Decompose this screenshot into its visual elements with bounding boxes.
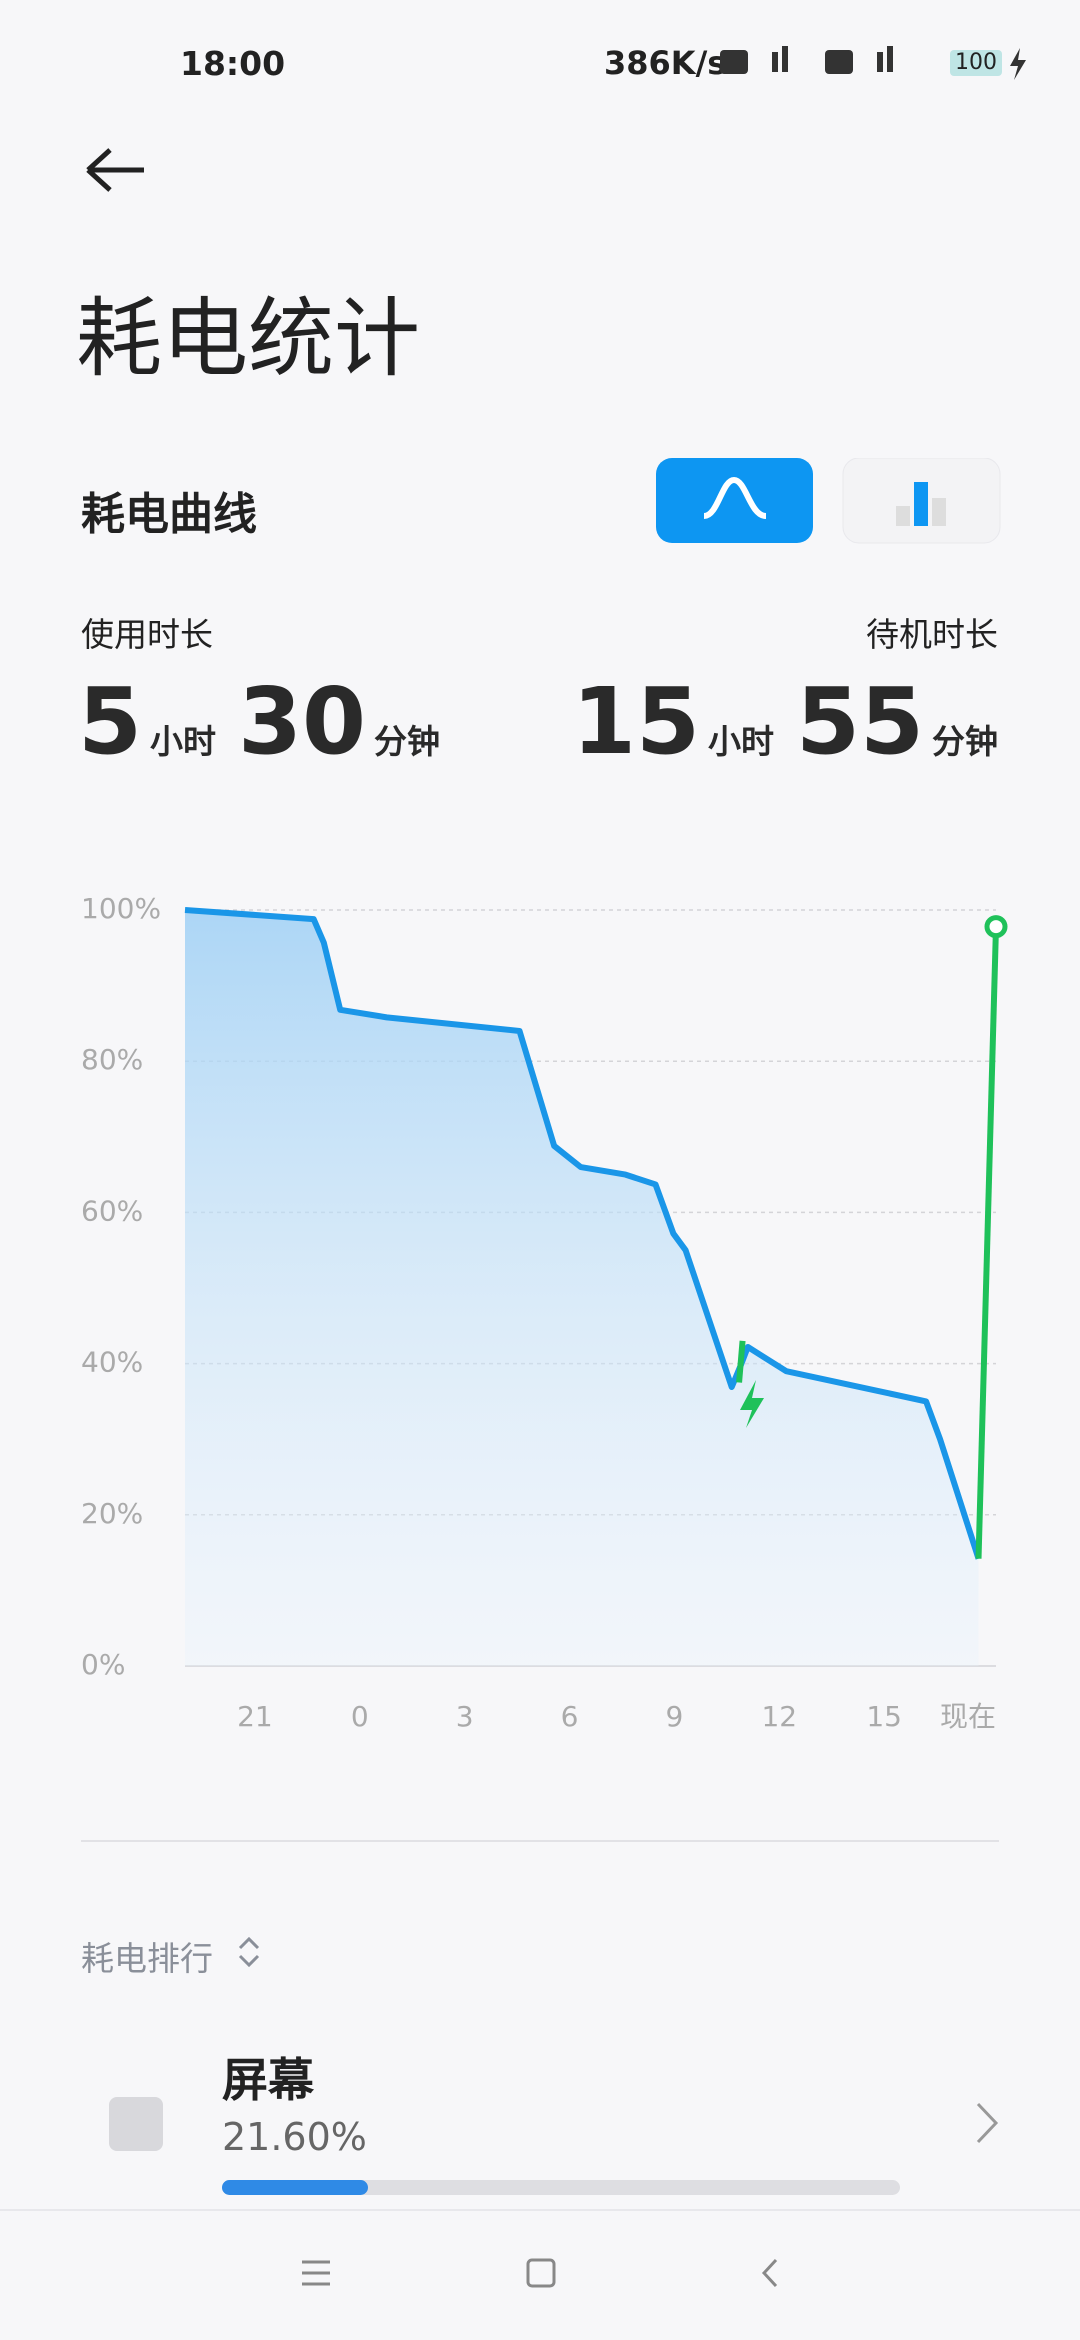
- y-tick-label: 0%: [81, 1648, 125, 1681]
- menu-button[interactable]: [302, 2260, 330, 2286]
- status-icons: [720, 46, 1026, 80]
- x-tick-label: 0: [351, 1700, 369, 1733]
- y-tick-label: 40%: [81, 1346, 143, 1379]
- item-chevron[interactable]: [972, 2100, 1002, 2146]
- app-icon: [109, 2097, 163, 2151]
- sort-icon[interactable]: [236, 1934, 262, 1970]
- net-speed: 386K/s: [604, 44, 727, 82]
- minutes: 55: [795, 668, 924, 775]
- x-tick-label: 15: [866, 1700, 902, 1733]
- ranking-title[interactable]: 耗电排行: [81, 1939, 213, 1978]
- view-toggle: [656, 458, 1001, 544]
- home-button[interactable]: [526, 2258, 556, 2288]
- page-title: 耗电统计: [76, 289, 420, 389]
- y-tick-label: 60%: [81, 1194, 143, 1227]
- x-tick-label: 现在: [940, 1700, 996, 1733]
- status-time: 18:00: [180, 44, 286, 83]
- x-tick-label: 9: [665, 1700, 683, 1733]
- nav-divider: [0, 2209, 1080, 2211]
- back-button[interactable]: [84, 146, 148, 194]
- usage-label: 使用时长: [81, 615, 213, 654]
- x-tick-label: 3: [456, 1700, 474, 1733]
- area-fill: [185, 910, 979, 1666]
- charging-icon: [740, 1380, 764, 1428]
- standby-duration: 15 小时 55 分钟: [572, 668, 998, 775]
- battery-chart: 0% 20% 40% 60% 80% 100% 21 0 3 6 9 12 15 现在: [81, 892, 1008, 1733]
- item-percent: 21.60%: [222, 2115, 367, 2159]
- end-marker: [984, 915, 1008, 939]
- unit: 分钟: [932, 722, 998, 761]
- progress-fill: [222, 2180, 369, 2195]
- back-nav-button[interactable]: [761, 2258, 778, 2288]
- line: [975, 926, 999, 1559]
- divider: [81, 1840, 999, 1842]
- nav-bar: [302, 2258, 778, 2288]
- hours: 15: [571, 668, 700, 775]
- line: [184, 907, 982, 1560]
- x-tick-label: 12: [761, 1700, 797, 1733]
- line: [736, 1340, 746, 1383]
- y-tick-label: 20%: [81, 1497, 143, 1530]
- battery-level: 100: [955, 50, 997, 75]
- curve-toggle[interactable]: [656, 458, 813, 543]
- section-title: 耗电曲线: [81, 489, 257, 540]
- progress-track: [222, 2180, 900, 2195]
- hours: 5: [78, 668, 143, 775]
- unit: 分钟: [374, 722, 441, 761]
- item-name[interactable]: 屏幕: [222, 2053, 314, 2107]
- y-tick-label: 80%: [81, 1043, 143, 1076]
- standby-label: 待机时长: [866, 615, 998, 654]
- unit: 小时: [150, 722, 217, 761]
- x-tick-label: 6: [561, 1700, 579, 1733]
- unit: 小时: [707, 722, 774, 761]
- usage-duration: 5 小时 30 分钟: [78, 668, 440, 775]
- y-tick-label: 100%: [81, 892, 161, 925]
- x-tick-label: 21: [237, 1700, 273, 1733]
- minutes: 30: [238, 668, 367, 775]
